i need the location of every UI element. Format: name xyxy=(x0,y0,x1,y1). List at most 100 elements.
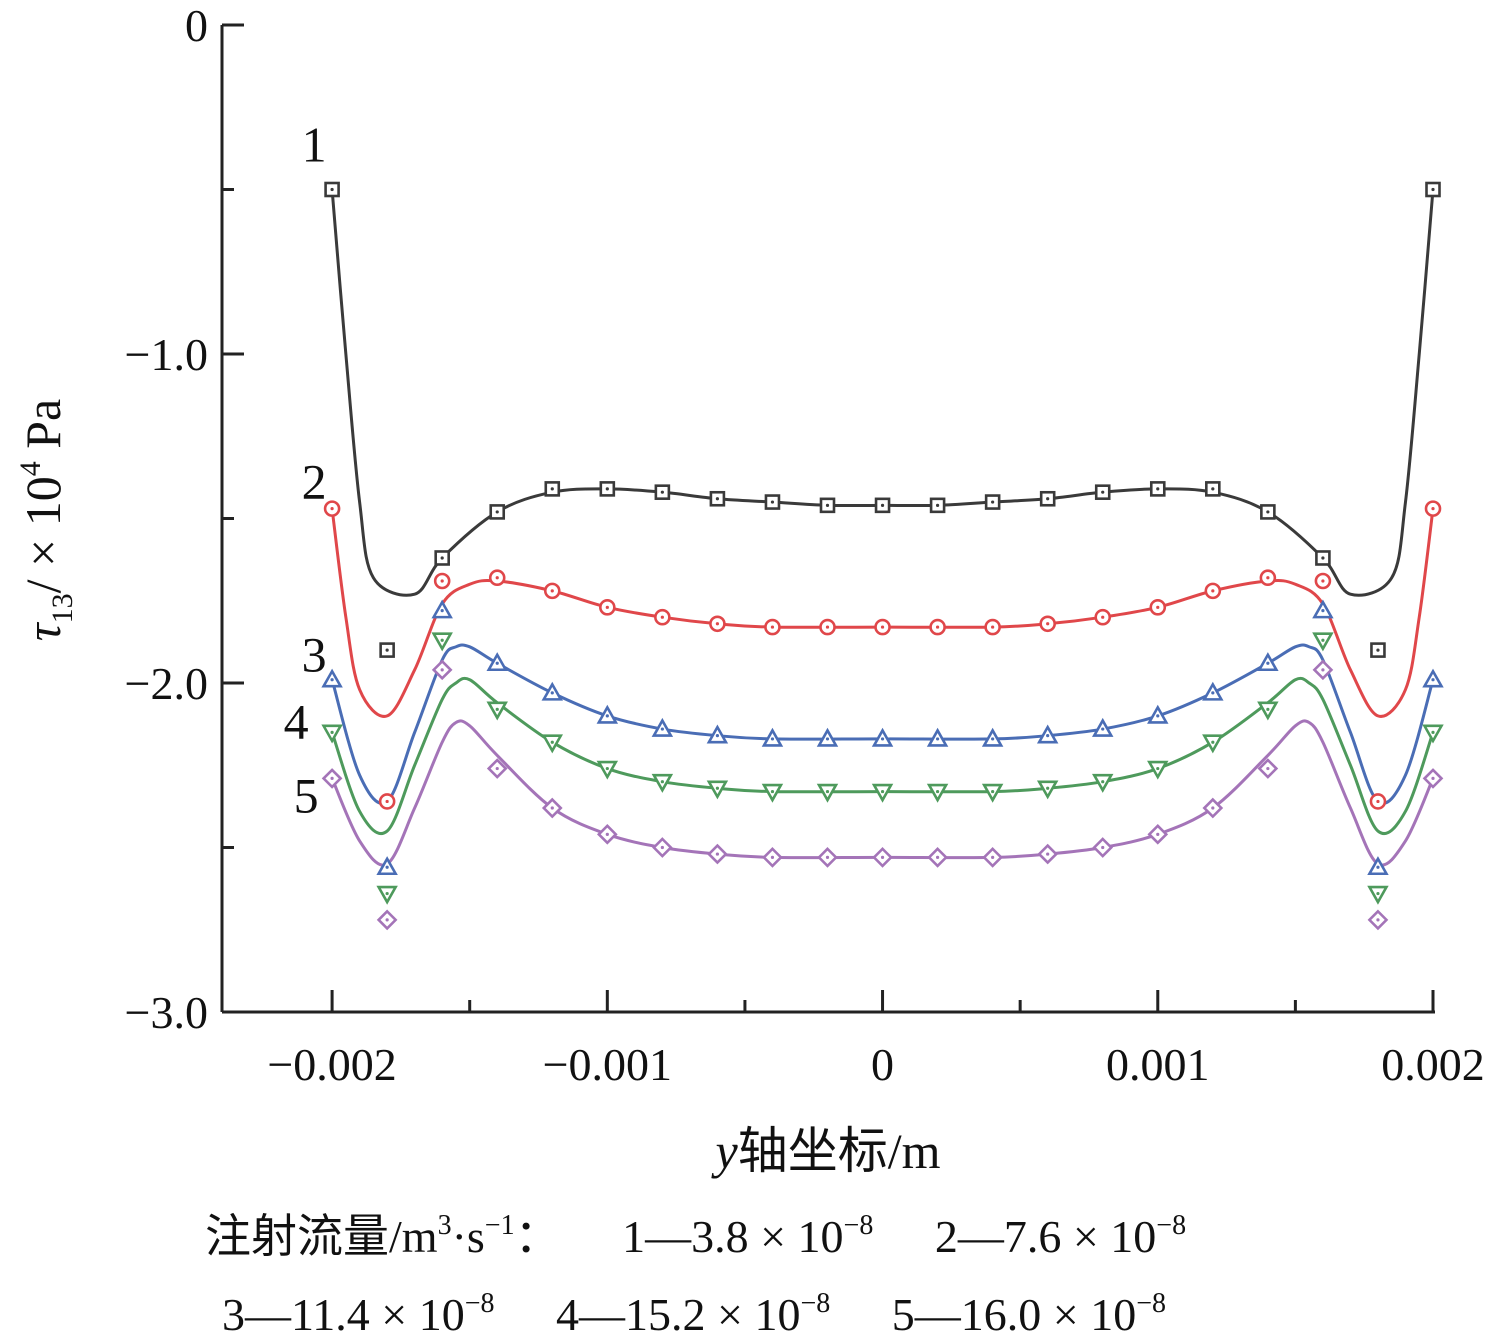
marker-dot xyxy=(550,691,554,695)
marker-dot xyxy=(440,579,444,583)
marker-dot xyxy=(495,707,499,711)
marker-dot xyxy=(770,625,775,629)
marker-dot xyxy=(1211,589,1215,593)
curve-label-3: 3 xyxy=(302,627,327,683)
y-axis-title: τ13/ × 104 Pa xyxy=(14,399,79,642)
marker-dot xyxy=(1156,714,1160,718)
marker-dot xyxy=(880,855,885,859)
legend-entry-3: 3—11.4 × 10−8 xyxy=(222,1288,495,1340)
legend-entry-5: 5—16.0 × 10−8 xyxy=(891,1288,1167,1340)
marker-dot xyxy=(1431,678,1435,682)
legend-entry-2: 2—7.6 × 10−8 xyxy=(934,1210,1187,1262)
marker-dot xyxy=(825,503,830,507)
marker-dot xyxy=(550,589,554,593)
marker-dot xyxy=(1101,845,1105,850)
marker-dot xyxy=(935,855,940,859)
marker-dot xyxy=(550,487,554,491)
marker-dot xyxy=(660,780,664,784)
marker-dot xyxy=(1266,510,1270,514)
marker-dot xyxy=(1266,707,1270,711)
marker-dot xyxy=(880,503,885,507)
marker-dot xyxy=(1046,786,1050,790)
marker-dot xyxy=(1266,576,1270,580)
curve-label-5: 5 xyxy=(294,767,319,823)
marker-dot xyxy=(385,918,389,922)
marker-dot xyxy=(660,490,664,494)
marker-dot xyxy=(1101,490,1105,494)
marker-dot xyxy=(991,789,995,794)
marker-dot xyxy=(1376,891,1380,896)
marker-dot xyxy=(1321,638,1325,642)
marker-dot xyxy=(991,855,995,859)
marker-dot xyxy=(935,789,940,794)
curve-labels: 1 2 3 4 5 xyxy=(284,117,327,824)
marker-dot xyxy=(495,766,499,771)
marker-dot xyxy=(1101,727,1105,731)
marker-dot xyxy=(605,487,609,491)
marker-dot xyxy=(385,799,389,804)
axes: 0 −1.0 −2.0 −3.0 −0.002 −0.001 0 0.001 0.002 xyxy=(125,0,1485,1090)
marker-dot xyxy=(440,609,444,613)
marker-dot xyxy=(715,786,720,790)
marker-dot xyxy=(1211,740,1215,744)
marker-dot xyxy=(1266,766,1270,771)
y-tick-label: −1.0 xyxy=(125,329,208,380)
marker-dot xyxy=(1211,806,1215,810)
marker-dot xyxy=(715,734,720,738)
marker-dot xyxy=(1156,766,1160,771)
marker-dot xyxy=(1431,776,1435,781)
marker-dot xyxy=(1376,648,1380,652)
marker-dot xyxy=(1211,487,1215,491)
marker-dot xyxy=(330,776,334,781)
curve-label-4: 4 xyxy=(284,693,309,749)
marker-dot xyxy=(385,891,389,896)
markers xyxy=(321,181,1444,931)
marker-dot xyxy=(825,855,830,859)
marker-dot xyxy=(550,740,554,744)
marker-dot xyxy=(825,625,830,629)
marker-dot xyxy=(330,678,334,682)
marker-dot xyxy=(715,852,720,856)
marker-dot xyxy=(770,789,775,794)
marker-dot xyxy=(935,737,940,741)
x-axis-title: y轴坐标/m xyxy=(711,1123,941,1179)
marker-dot xyxy=(770,737,775,741)
chart: 0 −1.0 −2.0 −3.0 −0.002 −0.001 0 0.001 0.002 1 2 3… xyxy=(14,0,1485,1179)
marker-dot xyxy=(880,625,885,629)
marker-dot xyxy=(330,507,334,511)
series-line-2 xyxy=(330,508,1435,718)
marker-dot xyxy=(1156,605,1160,609)
marker-dot xyxy=(1431,730,1435,734)
marker-dot xyxy=(1211,691,1215,695)
marker-dot xyxy=(660,845,664,850)
y-tick-label: −2.0 xyxy=(125,658,208,709)
marker-dot xyxy=(1321,556,1325,560)
x-tick-label: −0.002 xyxy=(267,1039,396,1090)
curve-label-2: 2 xyxy=(302,454,327,510)
marker-dot xyxy=(605,605,609,609)
marker-dot xyxy=(880,789,885,794)
marker-dot xyxy=(330,730,334,734)
marker-dot xyxy=(330,187,334,192)
marker-dot xyxy=(1431,507,1435,511)
marker-dot xyxy=(935,625,940,629)
x-tick-label: 0.001 xyxy=(1106,1039,1210,1090)
legend-entry-4: 4—15.2 × 10−8 xyxy=(556,1288,831,1340)
marker-dot xyxy=(660,615,664,619)
marker-dot xyxy=(1376,918,1380,922)
legend-row-1: 注射流量/m3·s−1： 1—3.8 × 10−8 2—7.6 × 10−8 xyxy=(205,1212,1186,1260)
marker-dot xyxy=(1046,734,1050,738)
marker-dot xyxy=(1376,865,1380,869)
marker-dot xyxy=(605,766,609,771)
y-tick-label: −3.0 xyxy=(125,987,208,1038)
x-tick-label: 0.002 xyxy=(1381,1039,1485,1090)
x-tick-label: −0.001 xyxy=(543,1039,672,1090)
marker-dot xyxy=(385,648,389,652)
marker-dot xyxy=(1046,852,1050,856)
marker-dot xyxy=(935,503,940,507)
series-line-1 xyxy=(330,189,1435,597)
marker-dot xyxy=(1046,622,1050,626)
marker-dot xyxy=(1156,487,1160,491)
marker-dot xyxy=(991,625,995,629)
marker-dot xyxy=(495,510,499,514)
